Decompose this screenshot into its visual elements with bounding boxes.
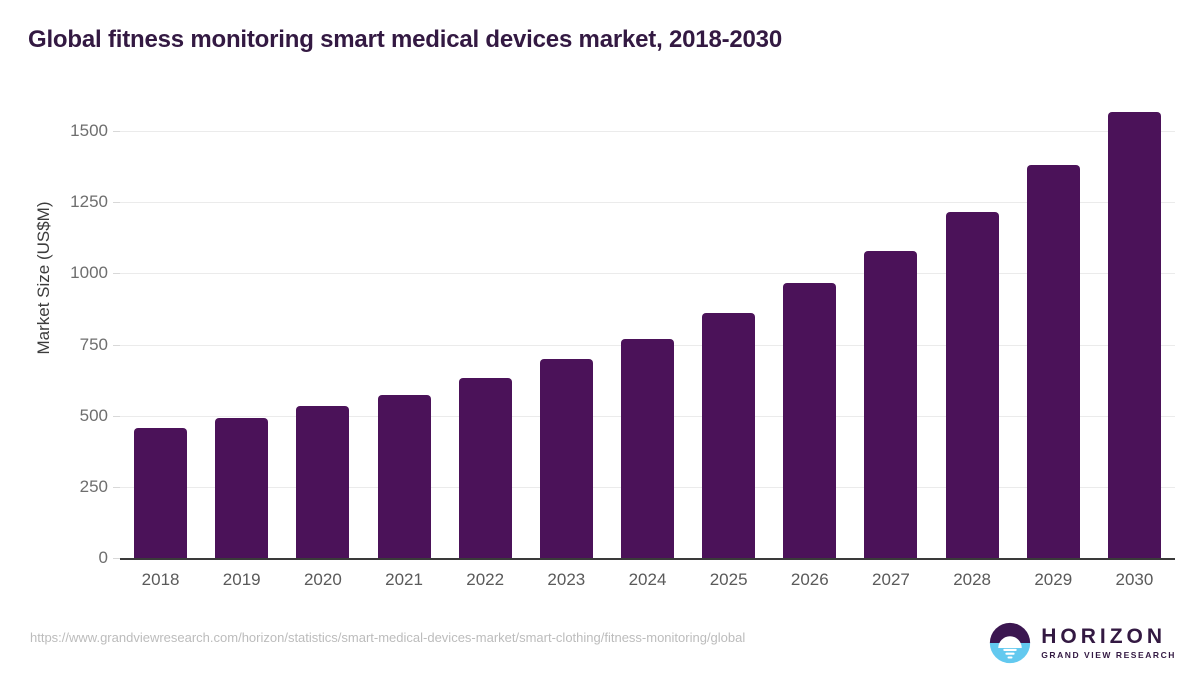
- x-axis-tick-label: 2023: [547, 570, 586, 589]
- bar-2023[interactable]: [539, 359, 593, 558]
- y-axis-tick-label: 1500: [70, 121, 108, 140]
- y-axis-tick-label: 0: [98, 548, 108, 567]
- y-axis-tick-label: 250: [79, 476, 108, 496]
- bar-column[interactable]: [134, 42, 188, 558]
- x-axis-tick-label: 2029: [1034, 570, 1073, 589]
- y-axis-tick-mark: [113, 415, 120, 417]
- bar-2029[interactable]: [1026, 165, 1080, 558]
- bar-2020[interactable]: [296, 406, 350, 558]
- bar-column[interactable]: [864, 42, 918, 558]
- y-axis-tick-mark: [113, 344, 120, 346]
- page-title: Global fitness monitoring smart medical …: [28, 26, 782, 53]
- bar-2027[interactable]: [864, 250, 918, 558]
- bar-column[interactable]: [621, 42, 674, 558]
- gridline: [120, 273, 1175, 275]
- bar-column[interactable]: [702, 42, 756, 558]
- y-axis-tick-mark: [113, 202, 120, 204]
- bar-column[interactable]: [215, 42, 269, 558]
- x-axis-tick-label: 2030: [1115, 570, 1154, 589]
- x-axis-tick-label: 2027: [872, 570, 910, 589]
- bar-column[interactable]: [1026, 42, 1080, 558]
- bar-2021[interactable]: [377, 395, 431, 558]
- source-url[interactable]: https://www.grandviewresearch.com/horizo…: [30, 630, 746, 645]
- bar-column[interactable]: [296, 42, 350, 558]
- bar-2030[interactable]: [1107, 111, 1161, 558]
- bar-column[interactable]: [1107, 42, 1161, 558]
- bar-2028[interactable]: [945, 211, 999, 558]
- x-axis-tick-label: 2020: [303, 570, 342, 589]
- x-axis-line: [120, 558, 1175, 560]
- y-axis-tick-mark: [113, 486, 120, 488]
- chart-plot-area: Market Size (US$M) 0 250 500 750 1000 1250 150…: [34, 0, 1175, 600]
- bar-2025[interactable]: [702, 313, 756, 558]
- horizon-circle-logo-icon: [990, 622, 1031, 664]
- y-axis-tick-labels: 0 250 500 750 1000 1250 1500: [48, 0, 108, 600]
- y-axis-tick-label: 1250: [70, 192, 108, 212]
- bar-2026[interactable]: [783, 283, 837, 558]
- bar-column[interactable]: [377, 42, 431, 558]
- bar-column[interactable]: [458, 42, 512, 558]
- bar-2018[interactable]: [134, 428, 188, 558]
- gridline: [120, 202, 1175, 204]
- y-axis-tick-mark: [113, 273, 120, 275]
- x-axis-tick-label: 2028: [953, 570, 992, 589]
- y-axis-tick-label: 500: [79, 405, 108, 425]
- bar-2019[interactable]: [215, 417, 269, 558]
- y-axis-tick-mark: [113, 558, 120, 559]
- bar-2024[interactable]: [621, 338, 674, 558]
- logo-text: HORIZON GRAND VIEW RESEARCH: [1041, 626, 1176, 660]
- x-axis-tick-label: 2021: [385, 570, 423, 589]
- y-axis-tick-mark: [113, 131, 120, 132]
- horizon-logo[interactable]: HORIZON GRAND VIEW RESEARCH: [989, 620, 1176, 666]
- bar-column[interactable]: [945, 42, 999, 558]
- y-axis-tick-label: 750: [79, 334, 108, 354]
- x-axis-tick-label: 2022: [466, 570, 505, 589]
- logo-wordmark: HORIZON: [1041, 625, 1167, 649]
- x-axis-tick-label: 2019: [222, 570, 261, 589]
- x-axis-tick-label: 2025: [709, 570, 748, 589]
- x-axis-tick-label: 2018: [141, 570, 180, 589]
- bar-2022[interactable]: [458, 377, 512, 558]
- x-axis-tick-label: 2026: [790, 570, 829, 589]
- x-axis-tick-label: 2024: [628, 570, 667, 589]
- logo-tagline: GRAND VIEW RESEARCH: [1041, 650, 1176, 661]
- y-axis-tick-label: 1000: [70, 263, 108, 283]
- gridline: [120, 131, 1175, 132]
- chart-footer: https://www.grandviewresearch.com/horizo…: [0, 612, 1200, 675]
- bar-column[interactable]: [783, 42, 837, 558]
- bar-series: [120, 0, 1175, 600]
- bar-column[interactable]: [539, 42, 593, 558]
